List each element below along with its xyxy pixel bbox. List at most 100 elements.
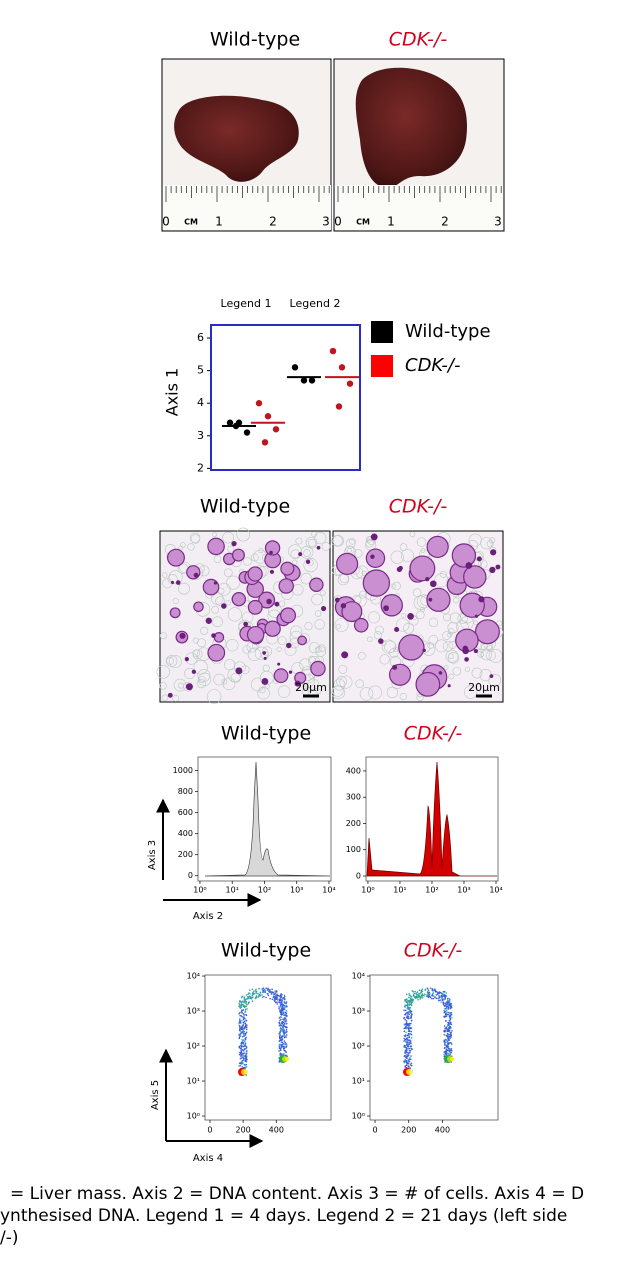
density-dot (270, 993, 273, 995)
tissue-fiber (346, 548, 352, 553)
density-dot (262, 991, 265, 994)
density-dot (278, 1001, 280, 1004)
density-dot (239, 1047, 242, 1050)
density-dot (245, 1028, 248, 1031)
density-dot (447, 1001, 450, 1003)
density-dot (242, 1029, 244, 1032)
density-dot (421, 997, 424, 999)
density-dot (418, 993, 421, 995)
density-dot (404, 1046, 406, 1048)
density-dot (280, 999, 283, 1001)
density-dot (240, 996, 243, 999)
density-dot (418, 994, 421, 997)
tissue-fiber (307, 678, 319, 690)
density-dot (409, 997, 412, 999)
small-nucleus (474, 614, 478, 618)
tissue-fiber (367, 636, 373, 642)
density-dot (446, 1032, 449, 1035)
density-dot (403, 1027, 405, 1030)
density-dot (259, 992, 262, 994)
density-dot (444, 1002, 446, 1004)
density-dot (447, 1022, 450, 1024)
tissue-fiber (197, 638, 207, 648)
density-dot (406, 1007, 409, 1010)
density-dot (443, 1005, 446, 1008)
density-dot (410, 1047, 413, 1050)
density-dot (409, 1027, 412, 1030)
tissue-fiber (178, 582, 190, 595)
density-dot (410, 1022, 412, 1025)
nucleus (280, 561, 295, 576)
small-nucleus (378, 638, 384, 644)
density-dot (283, 1043, 285, 1045)
density-dot (406, 1024, 408, 1027)
density-dot (445, 1039, 448, 1042)
density-dot (410, 1019, 413, 1022)
nucleus (264, 620, 281, 637)
small-nucleus (305, 559, 311, 565)
small-nucleus (235, 667, 243, 675)
legend-label: CDK-/- (405, 355, 460, 376)
density-dot (413, 995, 416, 998)
nucleus (273, 668, 289, 684)
density-dot (408, 1035, 410, 1037)
tissue-fiber (223, 568, 233, 578)
panel-label: CDK-/- (404, 723, 463, 745)
small-nucleus (294, 680, 301, 687)
density-dot (244, 1009, 247, 1011)
density-dot (280, 1009, 282, 1011)
density-dot (450, 1051, 452, 1054)
density-dot (275, 994, 277, 997)
tissue-fiber (416, 610, 425, 620)
density-dot (242, 1043, 245, 1045)
axis-label: Axis 1 (163, 368, 182, 416)
density-dot (450, 1013, 453, 1016)
nucleus (207, 537, 225, 556)
density-dot (448, 998, 451, 1000)
density-dot (240, 1022, 242, 1024)
tissue-fiber (166, 656, 175, 665)
density-dot (444, 1020, 447, 1022)
nucleus (362, 569, 391, 597)
axis-label: Axis 2 (193, 911, 223, 922)
density-dot (445, 992, 448, 994)
tissue-fiber (241, 611, 254, 624)
density-dot (279, 1031, 281, 1033)
density-dot (243, 1001, 245, 1004)
density-dot (444, 1007, 446, 1010)
density-dot (241, 1028, 243, 1031)
density-dot (444, 1042, 446, 1044)
caption-line: ynthesised DNA. Legend 1 = 4 days. Legen… (0, 1206, 567, 1226)
density-dot (404, 1023, 406, 1025)
density-dot (244, 1019, 247, 1022)
density-dot (421, 988, 424, 991)
x-tick-label: 0 (207, 1126, 212, 1135)
density-dot (284, 1041, 287, 1044)
tissue-fiber (173, 678, 187, 692)
density-dot (244, 1022, 246, 1025)
density-dot (275, 998, 277, 1001)
density-dot (411, 1001, 414, 1003)
density-dot (440, 1001, 443, 1003)
small-nucleus (438, 671, 443, 675)
density-dot (285, 1019, 287, 1021)
density-dot (416, 996, 418, 999)
tissue-fiber (486, 540, 494, 548)
density-dot (241, 1059, 244, 1062)
density-dot (449, 1037, 451, 1040)
density-dot (285, 1001, 288, 1003)
x-tick-label: 10⁰ (193, 886, 206, 895)
y-tick-label: 200 (178, 850, 193, 859)
density-dot (450, 1023, 453, 1026)
density-dot (408, 1047, 411, 1050)
density-dot (449, 1021, 452, 1024)
density-dot (448, 1029, 451, 1032)
density-dot (280, 1028, 283, 1030)
density-dot (249, 992, 251, 995)
density-dot (284, 1043, 287, 1045)
density-dot (443, 1033, 446, 1036)
density-dot (283, 1022, 286, 1025)
density-dot (438, 996, 441, 999)
small-nucleus (320, 605, 327, 612)
density-dot (277, 994, 279, 997)
